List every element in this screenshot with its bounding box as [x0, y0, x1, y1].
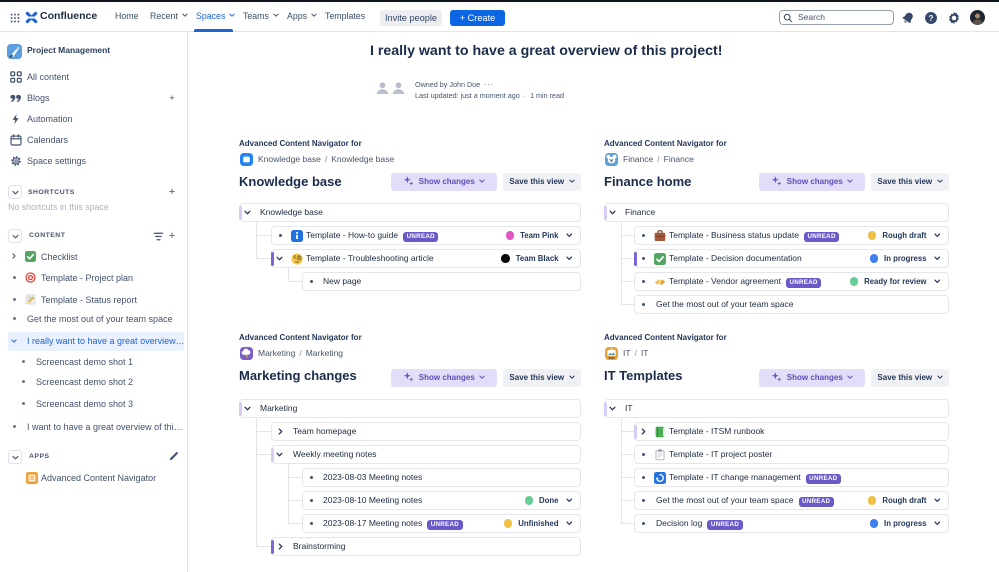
svg-text:?: ?	[929, 14, 934, 23]
